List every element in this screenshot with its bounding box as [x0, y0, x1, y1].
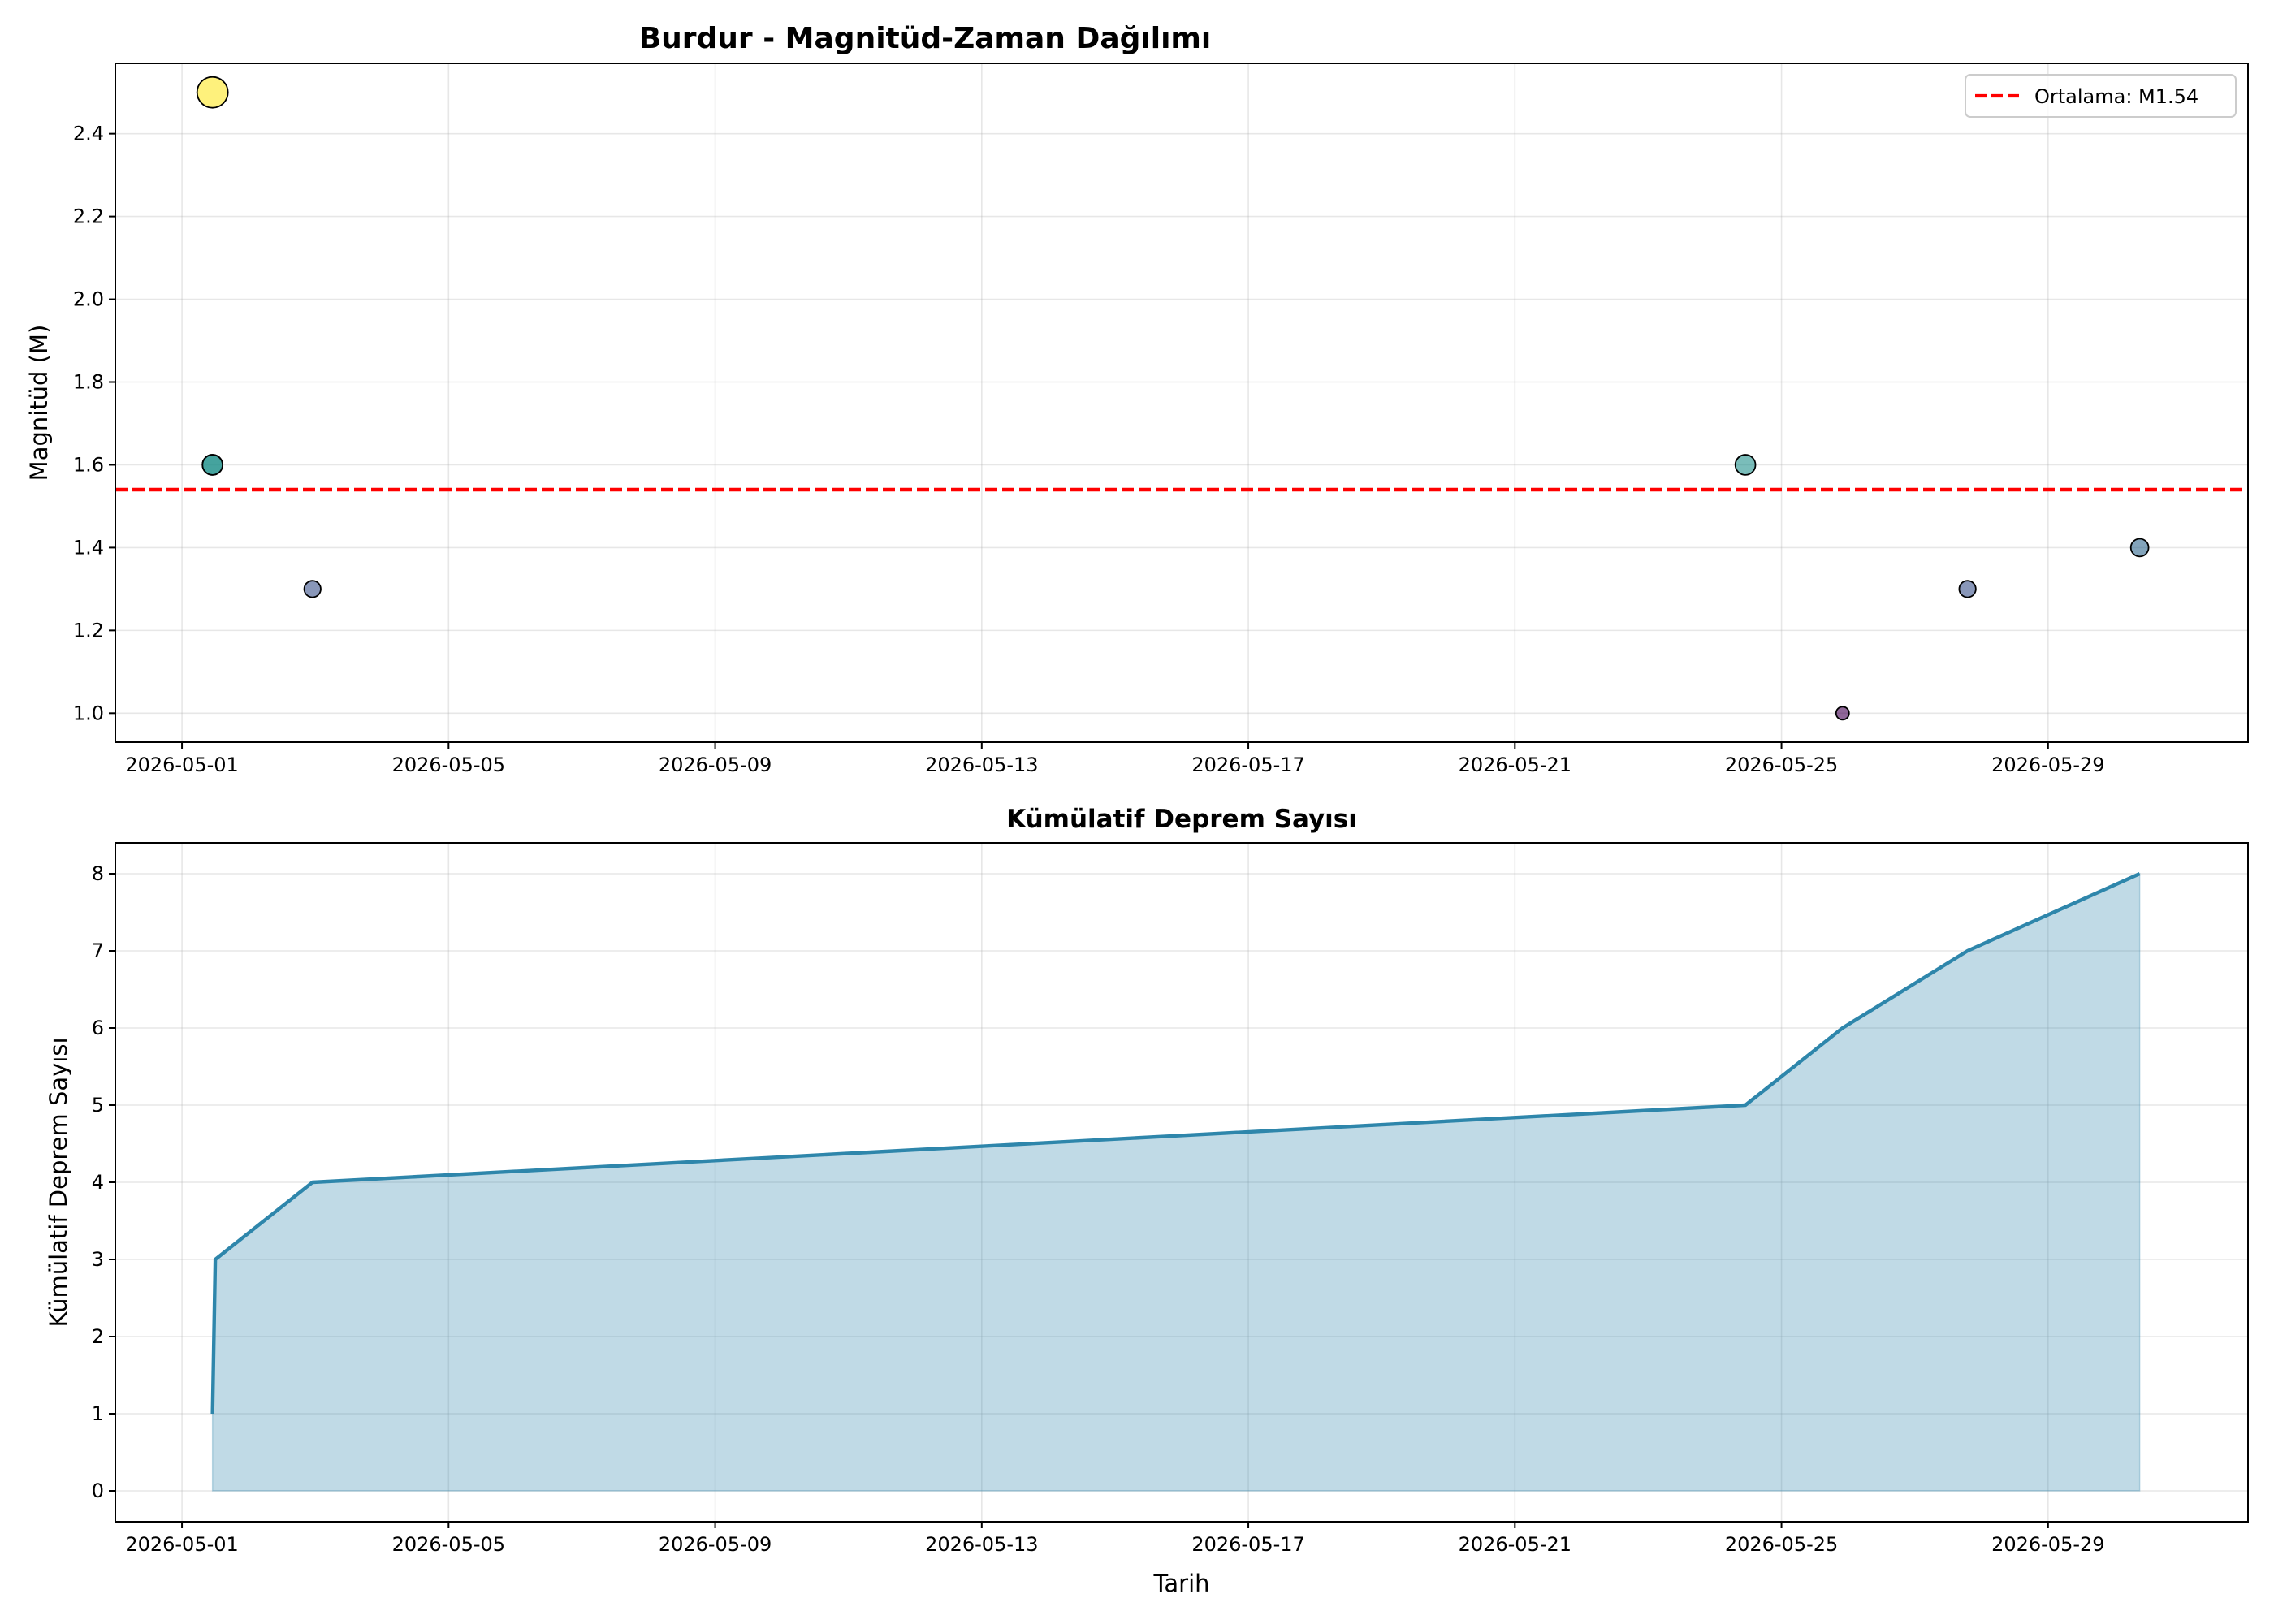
x-tick-label: 2026-05-05	[392, 754, 505, 776]
grid	[115, 843, 2248, 1522]
scatter-point	[1835, 706, 1850, 721]
y-tick-label: 1	[92, 1402, 104, 1425]
x-axis: 2026-05-01 2026-05-05 2026-05-09 2026-05-13…	[125, 742, 2105, 776]
grid	[115, 63, 2248, 742]
y-tick-label: 7	[92, 939, 104, 962]
scatter-point	[201, 454, 223, 476]
y-tick-label: 8	[92, 862, 104, 885]
y-tick-label: 6	[92, 1017, 104, 1039]
chart-title: Kümülatif Deprem Sayısı	[1006, 805, 1357, 834]
y-tick-label: 1.8	[73, 371, 104, 394]
chart-title: Burdur - Magnitüd-Zaman Dağılımı	[639, 22, 1212, 55]
legend-box	[1965, 74, 2237, 118]
x-tick-label: 2026-05-29	[1991, 1533, 2104, 1556]
x-tick-label: 2026-05-21	[1459, 1533, 1571, 1556]
scatter-point	[2129, 538, 2150, 558]
legend: Ortalama: M1.54	[1965, 74, 2237, 118]
y-tick-label: 1.0	[73, 702, 104, 724]
x-axis-label: Tarih	[1152, 1570, 1209, 1597]
cumulative-area	[210, 871, 2141, 1492]
y-tick-label: 2.2	[73, 205, 104, 228]
scatter-points	[196, 76, 2150, 721]
scatter-point	[196, 76, 229, 109]
x-tick-label: 2026-05-01	[125, 1533, 238, 1556]
y-tick-label: 1.6	[73, 453, 104, 476]
y-axis: 1.0 1.2 1.4 1.6 1.8 2.0 2.2 2.4	[73, 123, 115, 724]
y-axis-label: Kümülatif Deprem Sayısı	[45, 1037, 72, 1327]
x-tick-label: 2026-05-13	[925, 754, 1038, 776]
y-tick-label: 2	[92, 1325, 104, 1348]
x-axis: 2026-05-01 2026-05-05 2026-05-09 2026-05-13…	[125, 1522, 2105, 1556]
y-axis-label: Magnitüd (M)	[25, 325, 53, 482]
y-tick-label: 2.4	[73, 123, 104, 145]
x-tick-label: 2026-05-25	[1725, 1533, 1838, 1556]
y-tick-label: 1.2	[73, 619, 104, 641]
x-tick-label: 2026-05-09	[659, 754, 772, 776]
y-tick-label: 5	[92, 1094, 104, 1116]
scatter-point	[1734, 454, 1757, 476]
plot-frame	[115, 63, 2249, 743]
x-tick-label: 2026-05-01	[125, 754, 238, 776]
x-tick-label: 2026-05-13	[925, 1533, 1038, 1556]
y-tick-label: 1.4	[73, 536, 104, 559]
x-tick-label: 2026-05-05	[392, 1533, 505, 1556]
magnitude-scatter-chart: Burdur - Magnitüd-Zaman Dağılımı 2026-05…	[25, 22, 2249, 776]
scatter-point	[303, 580, 322, 598]
legend-label: Ortalama: M1.54	[2034, 85, 2198, 108]
y-tick-label: 2.0	[73, 288, 104, 311]
x-tick-label: 2026-05-21	[1459, 754, 1571, 776]
x-tick-label: 2026-05-17	[1191, 754, 1304, 776]
x-tick-label: 2026-05-29	[1991, 754, 2104, 776]
y-tick-label: 4	[92, 1171, 104, 1194]
cumulative-count-chart: Kümülatif Deprem Sayısı 2026-05-01 2026-0…	[45, 805, 2249, 1597]
x-tick-label: 2026-05-25	[1725, 754, 1838, 776]
x-tick-label: 2026-05-09	[659, 1533, 772, 1556]
cumulative-line	[210, 871, 2141, 1415]
x-tick-label: 2026-05-17	[1191, 1533, 1304, 1556]
y-tick-label: 3	[92, 1248, 104, 1271]
y-tick-label: 0	[92, 1479, 104, 1502]
scatter-point	[1958, 580, 1977, 598]
y-axis: 0 1 2 3 4 5 6 7 8	[92, 862, 115, 1502]
